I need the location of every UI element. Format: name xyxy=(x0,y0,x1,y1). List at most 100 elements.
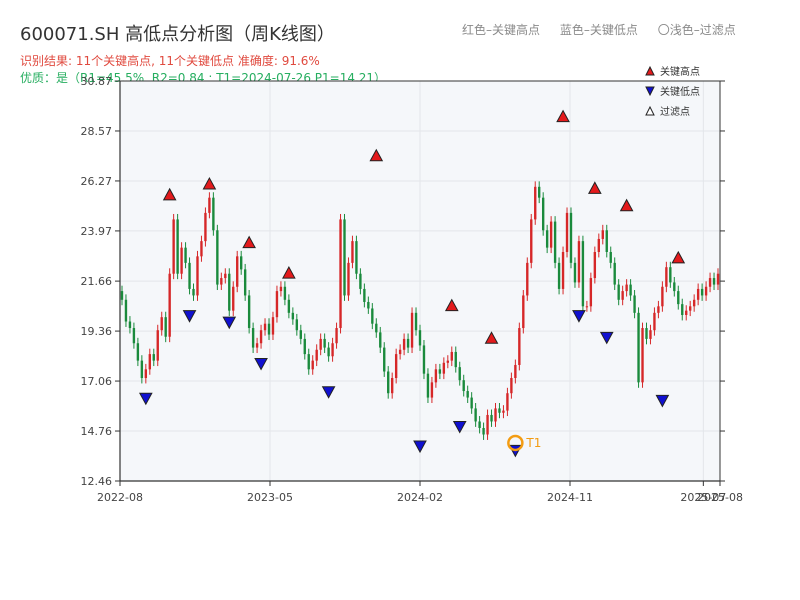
candle-body xyxy=(156,330,159,361)
candle-body xyxy=(704,286,708,296)
x-tick-label: 2023-05 xyxy=(247,491,293,504)
candle-body xyxy=(653,312,656,331)
candle-body xyxy=(152,354,155,361)
candle-body xyxy=(673,282,676,292)
candle-body xyxy=(510,378,513,394)
color-key-red: 红色–关键高点 xyxy=(462,23,541,37)
y-tick-label: 30.87 xyxy=(81,75,113,88)
candle-body xyxy=(637,312,640,383)
candle-body xyxy=(243,269,247,296)
candle-body xyxy=(569,212,573,263)
candle-body xyxy=(692,299,696,307)
color-key-blue: 蓝色–关键低点 xyxy=(559,23,638,37)
key-high-marker xyxy=(369,148,384,162)
candle-body xyxy=(180,247,183,274)
candle-body xyxy=(466,391,469,398)
candle-body xyxy=(565,212,569,252)
candle-body xyxy=(641,328,644,383)
candle-body xyxy=(625,284,628,292)
candle-body xyxy=(597,238,600,252)
candle-body xyxy=(426,373,430,398)
candle-body xyxy=(585,306,589,308)
candle-body xyxy=(514,364,517,379)
key-low-marker xyxy=(413,440,427,454)
candle-body xyxy=(458,367,461,381)
candle-body xyxy=(124,299,128,322)
candle-body xyxy=(430,382,434,398)
candle-body xyxy=(251,328,255,348)
candle-body xyxy=(482,427,485,435)
candle-body xyxy=(434,369,438,383)
candle-body xyxy=(494,408,497,422)
y-tick-label: 28.57 xyxy=(81,125,113,138)
candle-body xyxy=(712,278,716,285)
candle-body xyxy=(470,397,473,409)
candle-body xyxy=(633,295,636,313)
t1-circle xyxy=(507,434,524,452)
candle-body xyxy=(160,317,163,331)
candle-body xyxy=(224,273,227,279)
candle-body xyxy=(530,219,533,263)
x-tick-label: 2024-02 xyxy=(397,491,443,504)
x-tick-label: 2024-11 xyxy=(547,491,593,504)
candle-body xyxy=(549,221,553,248)
key-high-marker xyxy=(619,198,634,212)
candle-body xyxy=(168,273,171,337)
candle-body xyxy=(271,317,275,335)
candle-body xyxy=(355,241,358,274)
candle-body xyxy=(506,393,509,411)
color-key-light: 〇浅色–过滤点 xyxy=(657,23,736,37)
candle-body xyxy=(335,328,338,344)
candle-body xyxy=(438,369,442,374)
x-tick-label: 2025-07 xyxy=(680,491,726,504)
candle-body xyxy=(128,321,132,329)
candle-body xyxy=(176,219,179,274)
candle-body xyxy=(375,323,378,333)
candle-body xyxy=(410,312,414,348)
candle-body xyxy=(454,351,457,368)
candle-body xyxy=(700,288,704,296)
key-high-marker xyxy=(242,235,256,249)
candle-body xyxy=(331,343,334,357)
key-high-marker xyxy=(444,298,459,312)
candle-body xyxy=(573,262,577,283)
key-low-marker xyxy=(222,316,237,330)
candle-body xyxy=(232,286,235,311)
candle-body xyxy=(677,291,680,305)
candle-body xyxy=(490,414,493,422)
candle-body xyxy=(601,230,604,239)
candle-body xyxy=(287,299,291,313)
candle-body xyxy=(371,308,374,324)
candle-body xyxy=(538,186,541,198)
candle-body xyxy=(367,301,370,309)
result-summary: 识别结果: 11个关键高点, 11个关键低点 准确度: 91.6% xyxy=(20,54,320,68)
key-high-marker xyxy=(202,176,217,190)
candle-body xyxy=(144,369,148,379)
candle-body xyxy=(255,343,259,348)
candle-body xyxy=(665,267,668,287)
candle-body xyxy=(398,349,402,355)
candle-body xyxy=(649,330,652,339)
legend-marker xyxy=(645,105,655,116)
candle-body xyxy=(462,380,465,392)
candle-body xyxy=(716,273,720,285)
candle-body xyxy=(696,288,700,300)
candle-body xyxy=(351,241,354,263)
candle-body xyxy=(661,286,664,307)
candle-body xyxy=(613,262,616,285)
candle-body xyxy=(422,345,426,374)
legend-marker xyxy=(645,86,655,97)
candle-body xyxy=(387,371,390,394)
y-tick-label: 26.27 xyxy=(81,175,113,188)
candle-body xyxy=(414,312,418,331)
y-tick-label: 12.46 xyxy=(81,475,113,488)
key-high-marker xyxy=(671,250,686,264)
candle-body xyxy=(283,286,287,300)
candle-body xyxy=(518,328,521,365)
candle-body xyxy=(406,338,410,348)
candle-body xyxy=(184,247,187,263)
y-tick-label: 14.76 xyxy=(81,425,113,438)
candle-body xyxy=(541,197,545,231)
key-high-marker xyxy=(162,187,177,201)
candle-body xyxy=(188,262,191,289)
